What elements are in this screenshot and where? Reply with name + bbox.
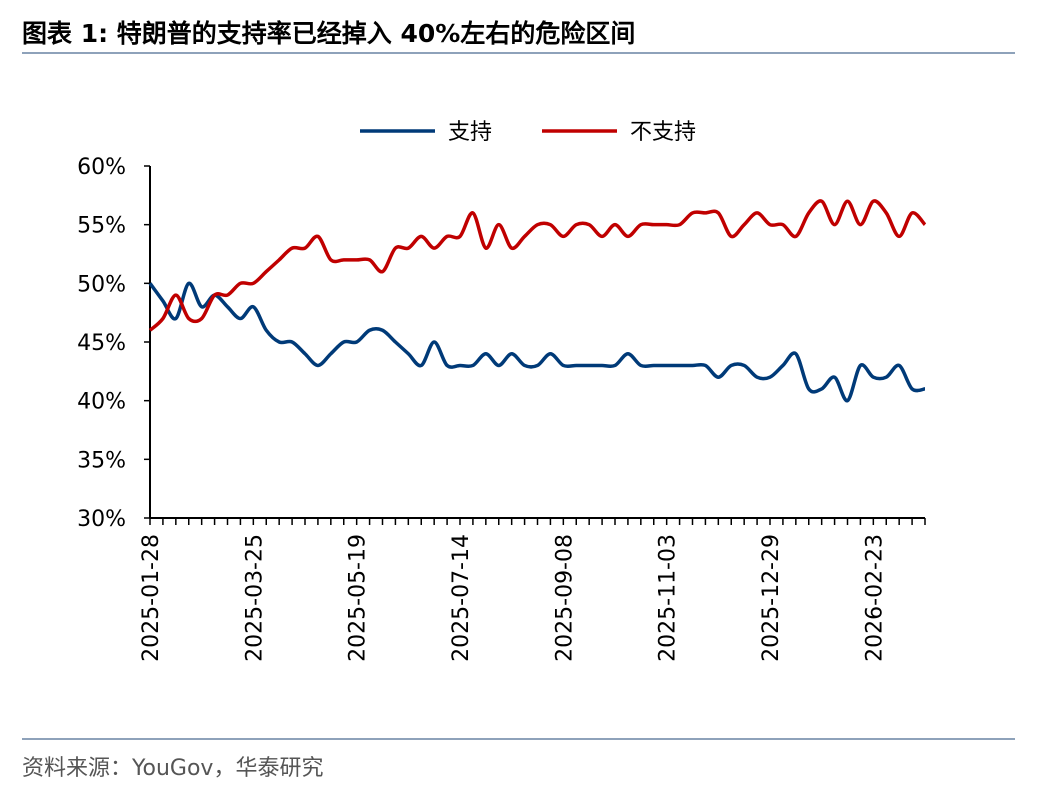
y-tick-label: 60% <box>77 155 126 180</box>
x-tick-label: 2025-03-25 <box>242 534 267 662</box>
legend-label: 支持 <box>448 120 492 145</box>
y-tick-label: 45% <box>77 331 126 356</box>
x-tick-label: 2025-05-19 <box>346 534 371 662</box>
y-tick-label: 55% <box>77 214 126 239</box>
x-tick-label: 2025-12-29 <box>759 534 784 662</box>
x-tick-label: 2026-02-23 <box>862 534 887 662</box>
title: 图表 1: 特朗普的支持率已经掉入 40%左右的危险区间 <box>22 19 635 48</box>
legend-label: 不支持 <box>630 120 696 145</box>
y-tick-label: 40% <box>77 390 126 415</box>
series-line <box>148 199 927 332</box>
y-tick-label: 30% <box>77 507 126 532</box>
x-tick-label: 2025-07-14 <box>449 534 474 662</box>
y-tick-label: 35% <box>77 448 126 473</box>
source: 资料来源：YouGov，华泰研究 <box>22 756 323 781</box>
x-tick-label: 2025-09-08 <box>552 534 577 662</box>
series-line <box>148 281 926 403</box>
y-tick-label: 50% <box>77 272 126 297</box>
x-tick-label: 2025-11-03 <box>656 534 681 662</box>
x-tick-label: 2025-01-28 <box>139 534 164 662</box>
